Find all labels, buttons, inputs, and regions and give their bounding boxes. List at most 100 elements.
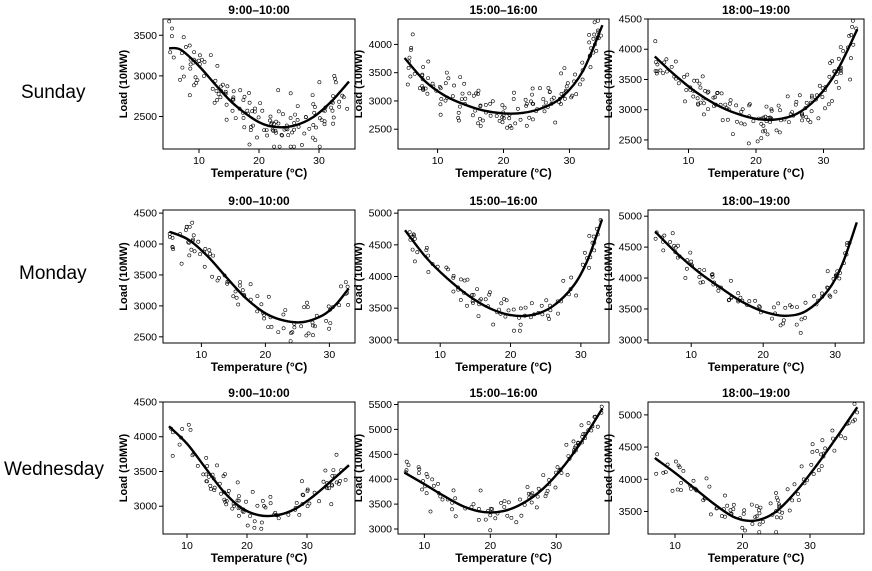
scatter-point [491,322,496,327]
scatter-point [404,459,409,464]
scatter-point [563,96,567,101]
scatter-point [740,525,745,530]
scatter-point [242,125,247,130]
scatter-point [431,483,436,488]
scatter-point [297,513,302,517]
scatter-point [339,284,343,289]
scatter-point [820,95,825,99]
scatter-point [812,294,816,299]
scatter-point [301,493,306,498]
x-tick-label: 30 [301,540,313,552]
plot-frame [397,401,610,535]
y-tick-label: 3500 [134,269,158,281]
scatter-point [569,95,574,100]
scatter-point [501,116,506,121]
y-tick-label: 2500 [134,111,158,123]
x-tick-label: 30 [575,349,587,361]
scatter-point [539,303,544,308]
scatter-point [701,280,705,285]
scatter-point [483,297,488,302]
scatter-point [415,250,420,255]
scatter-point [753,298,758,303]
scatter-point [420,487,425,492]
scatter-point [580,77,585,82]
scatter-point [524,104,529,108]
scatter-point [457,104,462,109]
scatter-point [720,118,725,123]
scatter-point [258,101,263,106]
scatter-point [505,125,510,130]
scatter-point [594,49,599,53]
scatter-point [564,442,569,447]
y-tick-label: 3500 [619,74,643,86]
fit-curve [404,407,604,514]
scatter-point [456,116,461,120]
scatter-point [476,121,480,126]
x-tick-label: 20 [498,155,510,167]
scatter-point [551,95,556,100]
y-tick-label: 3000 [619,104,643,116]
fit-curve [404,219,604,318]
scatter-point [561,278,566,283]
scatter-point [530,92,534,97]
scatter-point [307,501,312,506]
scatter-point [579,423,584,428]
y-tick-label: 5000 [369,208,393,220]
scatter-point [677,465,682,470]
scatter-point [460,91,465,96]
scatter-point [487,290,492,295]
scatter-point [518,322,523,327]
x-axis-label: Temperature (°C) [708,360,805,374]
scatter-point [424,491,429,496]
fit-curve [168,46,350,129]
scatter-point [269,324,274,329]
scatter-point [210,274,215,279]
scatter-point [535,494,540,499]
scatter-point [769,107,774,112]
x-tick-label: 10 [669,540,681,552]
scatter-point [334,452,339,457]
x-tick-label: 30 [829,349,841,361]
scatter-point [250,489,255,494]
scatter-point [424,245,429,250]
scatter-point [407,55,412,60]
scatter-point [476,314,481,319]
scatter-point [245,108,250,113]
scatter-point [259,526,264,531]
scatter-point [451,289,456,294]
y-axis-label: Load (10MW) [603,49,615,118]
scatter-point [798,330,803,335]
y-tick-label: 4000 [619,273,643,285]
scatter-point [327,486,332,491]
scatter-point [458,298,463,302]
scatter-point [794,100,799,104]
scatter-point [849,33,854,37]
scatter-point [416,471,421,476]
scatter-point [409,46,414,50]
scatter-point [336,481,341,486]
scatter-point [728,101,732,106]
scatter-point [669,65,674,69]
scatter-point [713,95,717,100]
scatter-point [203,246,208,251]
scatter-point [317,144,322,149]
fit-curve [654,406,859,523]
scatter-point [230,97,235,102]
row-label-monday: Monday [19,263,87,284]
scatter-point [268,118,272,123]
scatter-point [743,528,747,533]
scatter-point [523,97,528,102]
scatter-point [223,499,228,504]
y-axis-label: Load (10MW) [118,433,130,502]
scatter-point [655,62,660,67]
scatter-point [444,265,449,270]
scatter-point [305,305,310,309]
scatter-point [655,452,660,457]
scatter-point [202,60,207,64]
scatter-point [329,482,334,487]
scatter-point [654,471,659,476]
scatter-point [851,18,855,23]
scatter-point [235,498,240,503]
scatter-point [283,308,288,313]
x-axis-label: Temperature (°C) [455,551,552,565]
